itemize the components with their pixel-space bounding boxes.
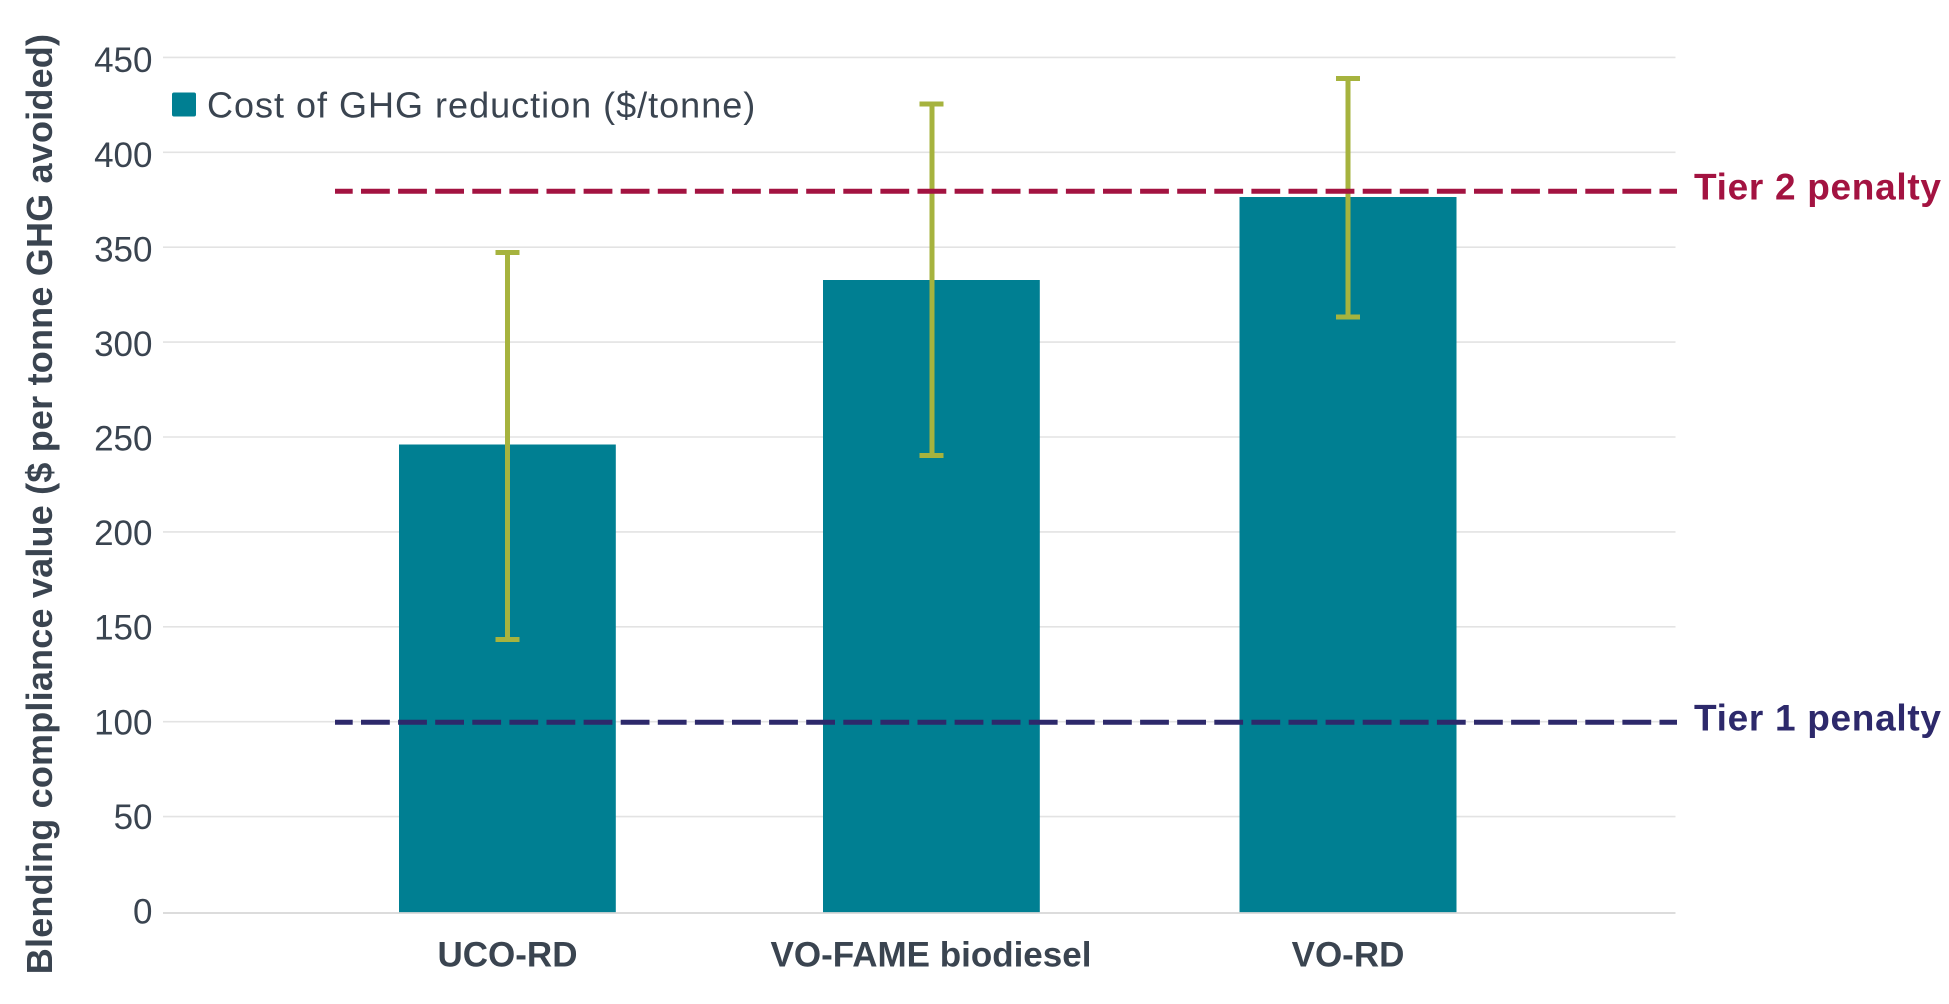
svg-text:Cost of GHG reduction ($/tonne: Cost of GHG reduction ($/tonne): [207, 85, 756, 126]
svg-text:0: 0: [133, 892, 152, 931]
svg-text:250: 250: [94, 420, 152, 459]
svg-text:50: 50: [114, 798, 153, 837]
svg-text:Tier 1 penalty: Tier 1 penalty: [1694, 698, 1942, 739]
svg-text:150: 150: [94, 609, 152, 648]
svg-text:Blending compliance value ($ p: Blending compliance value ($ per tonne G…: [19, 34, 60, 974]
svg-text:100: 100: [94, 703, 152, 742]
svg-text:300: 300: [94, 325, 152, 364]
svg-text:Tier 2 penalty: Tier 2 penalty: [1694, 167, 1942, 208]
svg-text:350: 350: [94, 230, 152, 269]
svg-text:400: 400: [94, 136, 152, 175]
svg-text:VO-FAME biodiesel: VO-FAME biodiesel: [771, 936, 1092, 975]
svg-text:450: 450: [94, 41, 152, 80]
svg-text:UCO-RD: UCO-RD: [438, 936, 578, 975]
svg-text:VO-RD: VO-RD: [1292, 936, 1405, 975]
svg-text:200: 200: [94, 514, 152, 553]
